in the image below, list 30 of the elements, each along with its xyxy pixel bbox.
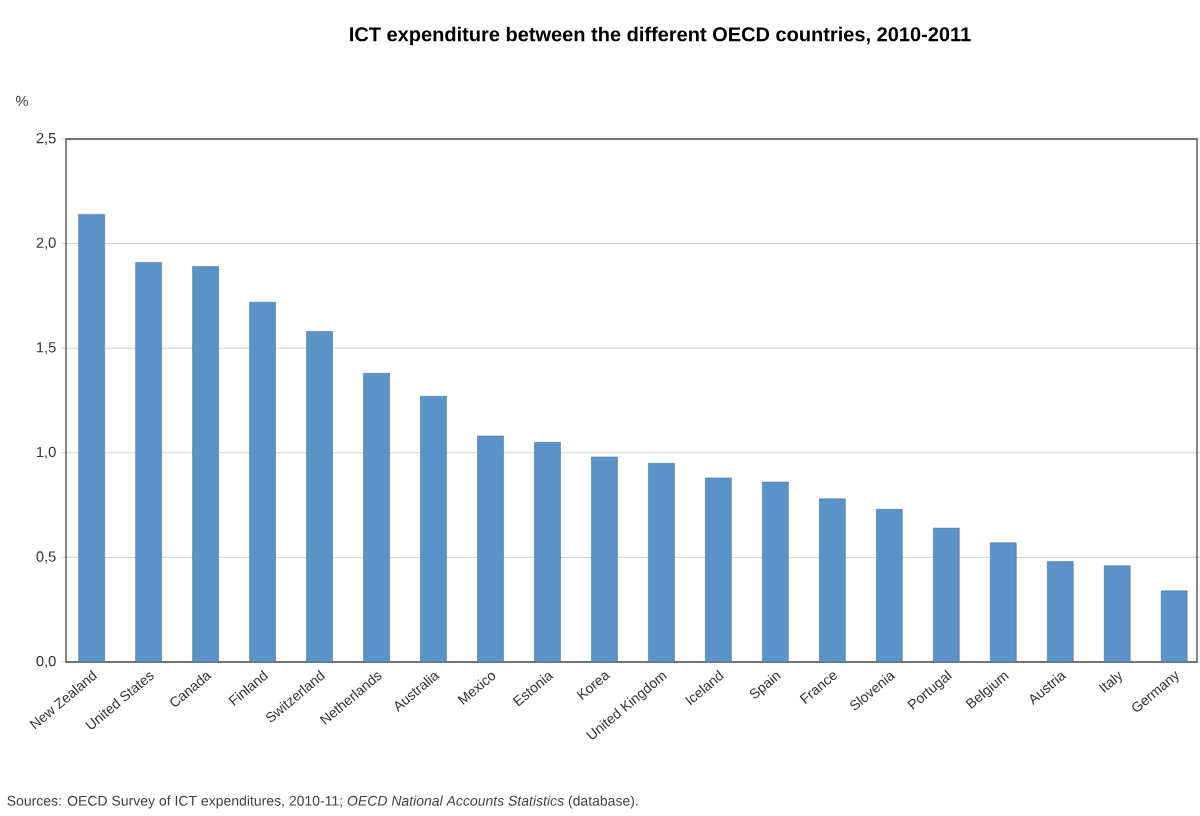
bar xyxy=(933,527,960,662)
y-tick-label: 1,5 xyxy=(37,342,56,355)
bar xyxy=(306,331,333,662)
bar xyxy=(477,435,504,662)
bar xyxy=(420,396,447,662)
bar xyxy=(192,266,219,662)
bar xyxy=(1160,590,1188,662)
y-tick-label: 1,0 xyxy=(37,446,56,459)
bar xyxy=(591,456,618,662)
bar xyxy=(762,481,789,662)
bar xyxy=(1103,565,1131,662)
bar xyxy=(135,262,162,662)
bar xyxy=(990,542,1017,662)
bar xyxy=(648,462,675,662)
bar xyxy=(363,373,390,662)
bar xyxy=(876,509,903,662)
y-tick-label: 2,0 xyxy=(36,237,56,250)
bar xyxy=(534,442,561,662)
bar xyxy=(1046,561,1074,662)
source-note: Sources: OECD Survey of ICT expenditures, 2010-11; OECD National Accounts Statistics (database). xyxy=(7,795,638,809)
bar xyxy=(249,301,276,662)
x-tick-label: Italy xyxy=(1098,671,1122,693)
y-tick-label: 0,0 xyxy=(36,655,56,669)
y-tick-label: 2,5 xyxy=(36,132,56,146)
y-tick-label: 0,5 xyxy=(36,551,56,564)
bar xyxy=(78,214,105,662)
bar xyxy=(705,477,732,662)
chart-title: ICT expenditure between the different OECD countries, 2010-2011 xyxy=(350,26,971,46)
bar xyxy=(819,498,846,662)
y-axis-title: % xyxy=(16,95,28,107)
